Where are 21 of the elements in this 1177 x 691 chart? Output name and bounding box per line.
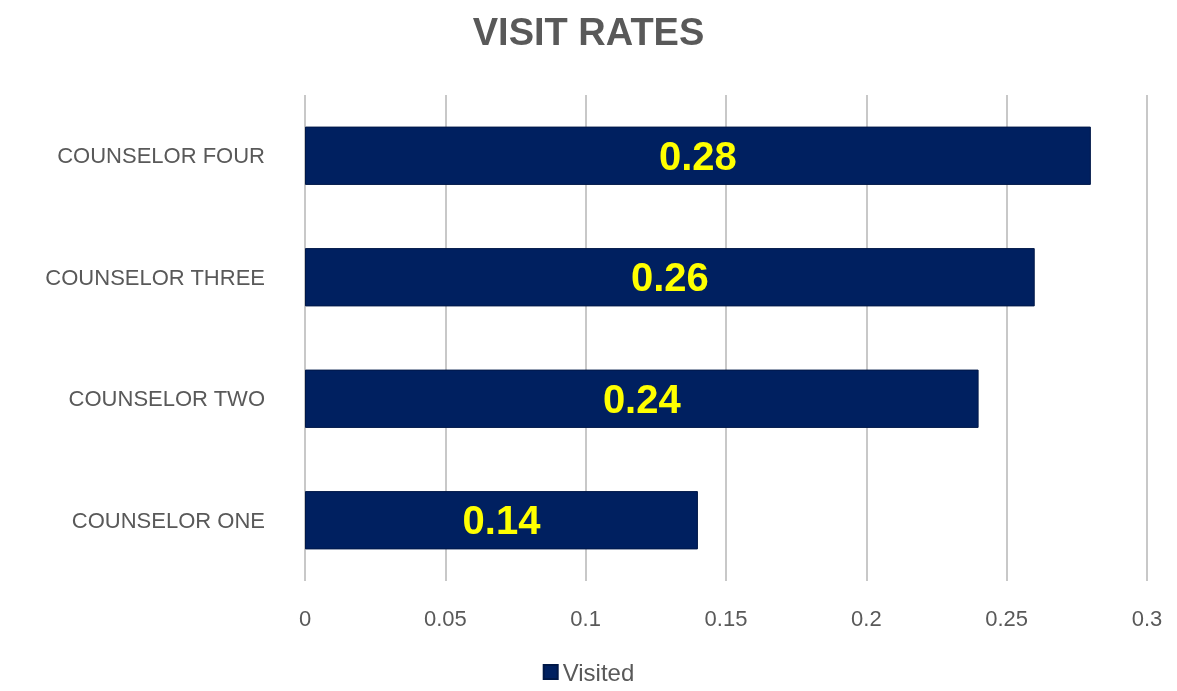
y-tick-label: COUNSELOR THREE <box>45 264 265 290</box>
bar <box>305 248 1035 307</box>
bar <box>305 369 979 428</box>
data-label: 0.28 <box>659 133 737 178</box>
y-tick-label: COUNSELOR ONE <box>71 507 265 533</box>
x-tick-label: 0.2 <box>851 605 882 631</box>
x-tick-label: 0.3 <box>1131 605 1163 631</box>
y-tick-label: COUNSELOR TWO <box>68 386 265 412</box>
x-tick-label: 0.15 <box>704 605 748 631</box>
y-tick-label: COUNSELOR FOUR <box>57 143 265 169</box>
legend-label: Visited <box>562 658 635 686</box>
x-tick-label: 0.05 <box>423 605 467 631</box>
data-label: 0.14 <box>462 498 542 543</box>
x-tick-label: 0 <box>298 605 312 631</box>
data-label: 0.26 <box>630 255 709 300</box>
x-tick-label: 0.1 <box>570 605 601 631</box>
data-label: 0.24 <box>602 376 682 421</box>
bar <box>305 126 1091 185</box>
chart-title: VISIT RATES <box>472 11 705 53</box>
x-tick-label: 0.25 <box>985 605 1029 631</box>
bar <box>305 491 698 550</box>
